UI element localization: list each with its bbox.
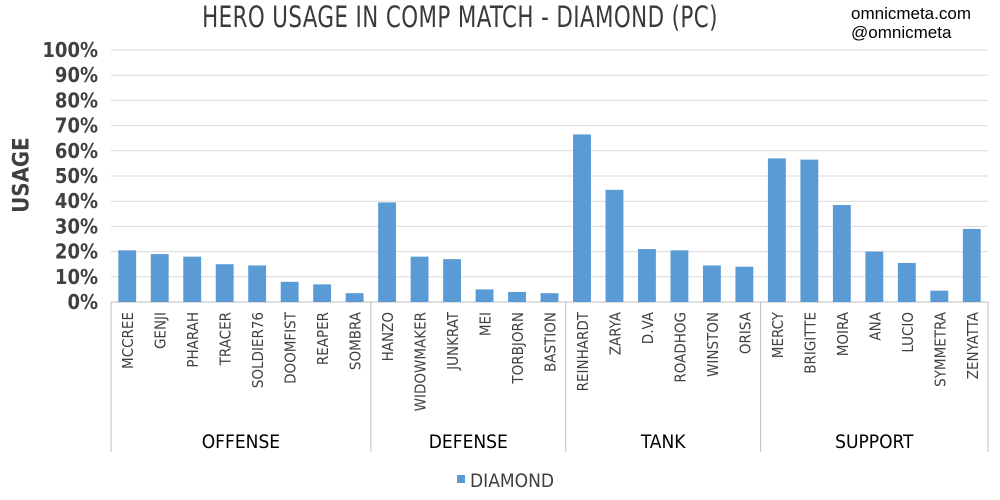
watermark-site: omnicmeta.com [851, 4, 971, 23]
bar [508, 291, 526, 302]
y-tick-label: 20% [55, 240, 98, 264]
x-tick-label: DOOMFIST [282, 311, 300, 384]
bar [800, 159, 819, 302]
x-tick-label: REAPER [314, 312, 332, 365]
bar [865, 251, 884, 302]
y-tick-label: 80% [55, 88, 98, 112]
legend-label: DIAMOND [470, 470, 554, 492]
x-tick-label: BASTION [542, 312, 560, 372]
y-tick-label: 10% [55, 265, 98, 289]
x-tick-label: SOLDIER76 [249, 312, 267, 388]
y-tick-label: 40% [55, 189, 98, 213]
x-tick-label: GENJI [152, 312, 170, 349]
bar [248, 265, 267, 302]
bar [378, 202, 397, 302]
bar [410, 256, 429, 302]
y-tick-label: 60% [55, 139, 98, 163]
bar [767, 158, 786, 302]
y-tick-label: 100% [42, 38, 98, 62]
bar [443, 259, 461, 302]
x-tick-label: MOIRA [834, 311, 852, 356]
bar [280, 281, 299, 302]
bar [183, 256, 202, 302]
x-tick-label: D.VA [639, 311, 657, 344]
bar [670, 250, 689, 302]
x-tick-label: MERCY [769, 311, 787, 358]
x-tick-label: TORBJORN [509, 312, 527, 385]
x-tick-label: ORISA [736, 311, 754, 354]
group-label: SUPPORT [835, 431, 914, 453]
x-tick-label: JUNKRAT [444, 311, 462, 371]
watermark-handle: @omnicmeta [851, 23, 952, 42]
x-tick-label: MEI [477, 312, 495, 336]
bar [475, 289, 494, 302]
x-tick-label: ZARYA [606, 311, 624, 355]
bar [962, 228, 981, 302]
x-tick-label: ANA [866, 311, 884, 340]
x-tick-label: TRACER [217, 312, 235, 366]
x-tick-label: SYMMETRA [931, 311, 949, 387]
bar [313, 284, 332, 302]
bar [540, 293, 559, 302]
group-label: TANK [640, 431, 686, 453]
y-tick-label: 90% [55, 63, 98, 87]
bar [118, 250, 137, 302]
x-tick-label: HANZO [379, 312, 397, 361]
bar [735, 266, 754, 302]
x-tick-label: LUCIO [899, 312, 917, 353]
bar [832, 204, 851, 302]
chart-title: HERO USAGE IN COMP MATCH - DIAMOND (PC) [202, 0, 718, 34]
y-tick-label: 30% [55, 214, 98, 238]
bar [345, 293, 364, 302]
legend-swatch [457, 475, 465, 483]
bar [638, 249, 656, 302]
bar [702, 265, 721, 302]
group-label: DEFENSE [429, 431, 508, 453]
bar [150, 254, 169, 302]
x-tick-label: SOMBRA [347, 311, 365, 370]
y-tick-label: 70% [55, 114, 98, 138]
x-tick-label: ROADHOG [671, 312, 689, 383]
x-tick-label: WINSTON [704, 312, 722, 377]
y-tick-label: 0% [67, 290, 98, 314]
x-tick-label: BRIGITTE [801, 312, 819, 374]
x-tick-label: PHARAH [184, 312, 202, 368]
x-tick-label: WIDOWMAKER [412, 312, 430, 411]
group-label: OFFENSE [202, 431, 280, 453]
x-tick-label: MCCREE [119, 312, 137, 369]
bar [215, 264, 234, 302]
bar [573, 134, 591, 302]
bar [897, 262, 916, 302]
x-tick-label: ZENYATTA [964, 311, 982, 379]
y-tick-label: 50% [55, 164, 98, 188]
x-tick-label: REINHARDT [574, 311, 592, 391]
bar [930, 290, 949, 302]
bar [605, 189, 624, 302]
